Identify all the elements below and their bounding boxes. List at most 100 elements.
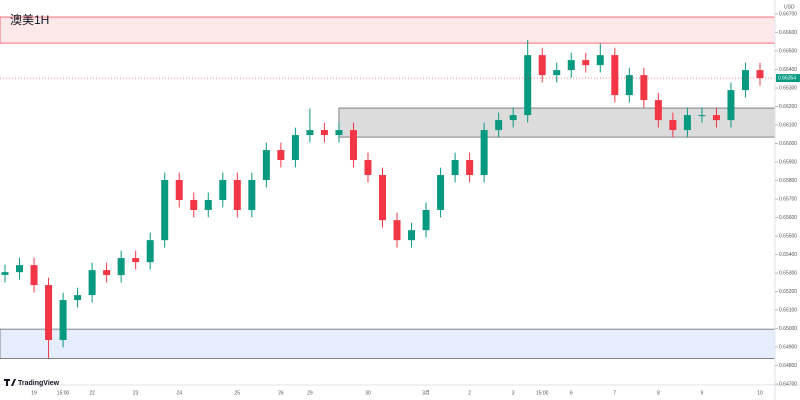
candle-body [683,115,691,131]
candle-body [30,265,38,286]
candle-body [756,70,764,79]
y-tick-label: 0.66600 [779,30,797,36]
chart-title: 澳美1H [10,13,49,27]
x-tick-label: 2 [468,390,471,396]
x-tick-label: 19 [31,390,37,396]
candle-body [611,55,619,96]
candle-body [567,60,575,71]
brand: TradingView [18,380,60,387]
candle-body [233,180,241,210]
x-tick-label: 15:00 [57,390,70,396]
candle-body [45,285,53,341]
candle-body [727,90,735,121]
candle-body [408,230,416,241]
candle-body [291,135,299,161]
candle-body [509,115,517,121]
candle-body [712,115,720,121]
candle-body [219,180,227,200]
candle-body [640,75,648,101]
candle-body [248,180,256,210]
candle-body [466,160,474,176]
y-tick-label: 0.65000 [779,326,797,332]
candle-body [204,199,212,210]
y-tick-label: 0.64700 [779,381,797,387]
candle-body [698,115,706,117]
candle-body [277,150,285,161]
candle-body [582,60,590,66]
candle-body [161,180,169,241]
x-tick-label: 9 [701,390,704,396]
x-tick-label: 29 [307,390,313,396]
y-tick-label: 0.65900 [779,159,797,165]
y-tick-label: 0.64900 [779,344,797,350]
candle-body [146,240,154,263]
candle-body [88,270,96,296]
candle-body [117,258,125,276]
y-tick-label: 0.66700 [779,11,797,17]
y-tick-label: 0.64800 [779,363,797,369]
brand-logo: TradingView [4,379,60,387]
candle-body [553,70,561,76]
candle-body [654,100,662,121]
x-tick-label: 10 [757,390,763,396]
x-tick-label: 8 [657,390,660,396]
x-tick-label: 24 [176,390,182,396]
candle-body [349,130,357,161]
y-tick-label: 0.65700 [779,196,797,202]
candle-body [262,150,270,181]
candle-body [74,295,82,301]
candle-body [59,300,67,341]
candle-body [320,130,328,136]
y-tick-label: 0.65400 [779,252,797,258]
zone [0,328,776,359]
candle-body [741,70,749,91]
candle-body [393,220,401,241]
candle-body [379,175,386,221]
y-tick-label: 0.65100 [779,307,797,313]
candle-body [625,75,633,96]
y-tick-label: 0.66400 [779,67,797,73]
x-tick-label: 15:00 [536,390,549,396]
x-tick-label: 6 [570,390,573,396]
candle-body [335,130,343,136]
y-tick-label: 0.65300 [779,270,797,276]
zone [338,107,776,138]
y-tick-label: 0.66300 [779,85,797,91]
candle-body [480,130,488,176]
candle-body [1,272,9,275]
y-tick-label: 0.65200 [779,289,797,295]
candle-body [495,120,503,131]
y-tick-label: 0.66500 [779,48,797,54]
plot-area [0,16,776,359]
last-price-label: 0.66354 [778,75,796,81]
y-tick-label: 0.66000 [779,141,797,147]
y-tick-label: 0.66100 [779,122,797,128]
candle-body [538,55,546,76]
candle-body [596,55,604,66]
candle-body [190,199,198,210]
currency: USD [784,4,795,10]
candle-body [364,160,372,176]
candle-body [103,270,111,276]
candle-body [437,175,445,210]
x-tick-label: 22 [89,390,95,396]
y-tick-label: 0.65500 [779,233,797,239]
y-tick-label: 0.65800 [779,178,797,184]
candle-body [16,265,24,273]
x-tick-label: 25 [235,390,241,396]
x-tick-label: 7 [613,390,616,396]
y-tick-label: 0.65600 [779,215,797,221]
candle-body [306,130,314,136]
zone [0,16,776,44]
x-tick-label: 3 [512,390,515,396]
candle-body [451,160,459,176]
x-tick-label: 30 [365,390,371,396]
x-tick-label: 3月 [422,390,430,396]
x-tick-label: 23 [133,390,139,396]
candle-body [422,209,430,231]
y-tick-label: 0.66200 [779,104,797,110]
last-price-box [776,74,800,83]
x-tick-label: 26 [278,390,284,396]
candle-body [669,120,677,131]
